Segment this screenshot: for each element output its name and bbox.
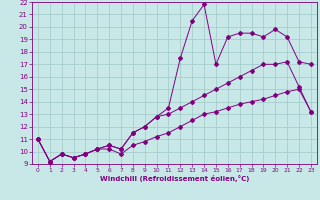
- X-axis label: Windchill (Refroidissement éolien,°C): Windchill (Refroidissement éolien,°C): [100, 175, 249, 182]
